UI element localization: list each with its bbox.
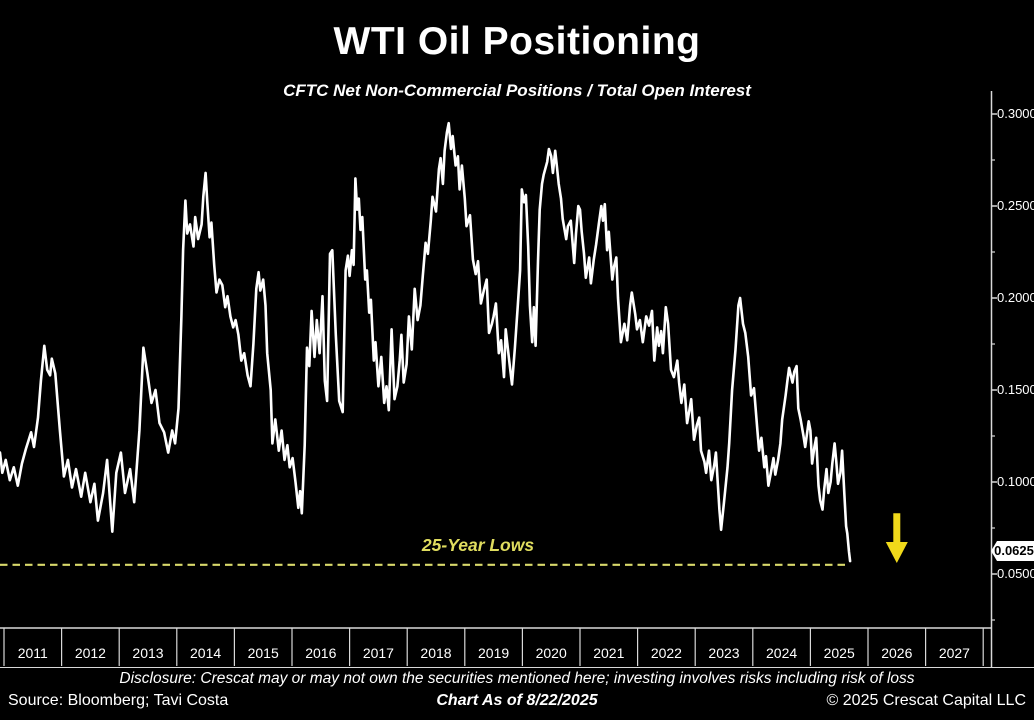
x-tick-label: 2011: [17, 645, 48, 661]
chart-subtitle: CFTC Net Non-Commercial Positions / Tota…: [283, 81, 751, 100]
x-tick-label: 2027: [938, 645, 970, 661]
copyright-text: © 2025 Crescat Capital LLC: [826, 692, 1026, 709]
y-tick-label: 0.2000: [997, 290, 1034, 305]
y-tick-label: 0.3000: [997, 106, 1034, 121]
y-tick-label: 0.1000: [997, 474, 1034, 489]
lows-annotation: 25-Year Lows: [421, 535, 535, 555]
last-value-tag: 0.0625: [991, 541, 1034, 561]
x-tick-label: 2023: [708, 645, 740, 661]
y-tick-label: 0.2500: [997, 198, 1034, 213]
x-tick-label: 2014: [190, 645, 222, 661]
y-tick-label: 0.1500: [997, 382, 1034, 397]
series-line: [0, 121, 852, 563]
x-tick-label: 2017: [362, 645, 394, 661]
source-text: Source: Bloomberg; Tavi Costa: [8, 692, 229, 709]
y-tick-label: 0.0500: [997, 566, 1034, 581]
x-tick-label: 2024: [766, 645, 798, 661]
down-arrow-icon: [885, 513, 908, 563]
as-of-text: Chart As of 8/22/2025: [436, 692, 598, 709]
x-tick-label: 2015: [247, 645, 279, 661]
x-tick-label: 2018: [420, 645, 452, 661]
x-tick-label: 2025: [823, 645, 855, 661]
x-tick-label: 2021: [593, 645, 625, 661]
x-tick-label: 2013: [132, 645, 164, 661]
x-tick-label: 2019: [478, 645, 510, 661]
x-tick-label: 2012: [74, 645, 106, 661]
x-tick-label: 2016: [305, 645, 337, 661]
x-tick-label: 2020: [535, 645, 567, 661]
x-tick-label: 2026: [881, 645, 913, 661]
disclosure-text: Disclosure: Crescat may or may not own t…: [119, 670, 915, 687]
chart-title: WTI Oil Positioning: [333, 20, 701, 63]
x-tick-label: 2022: [650, 645, 682, 661]
